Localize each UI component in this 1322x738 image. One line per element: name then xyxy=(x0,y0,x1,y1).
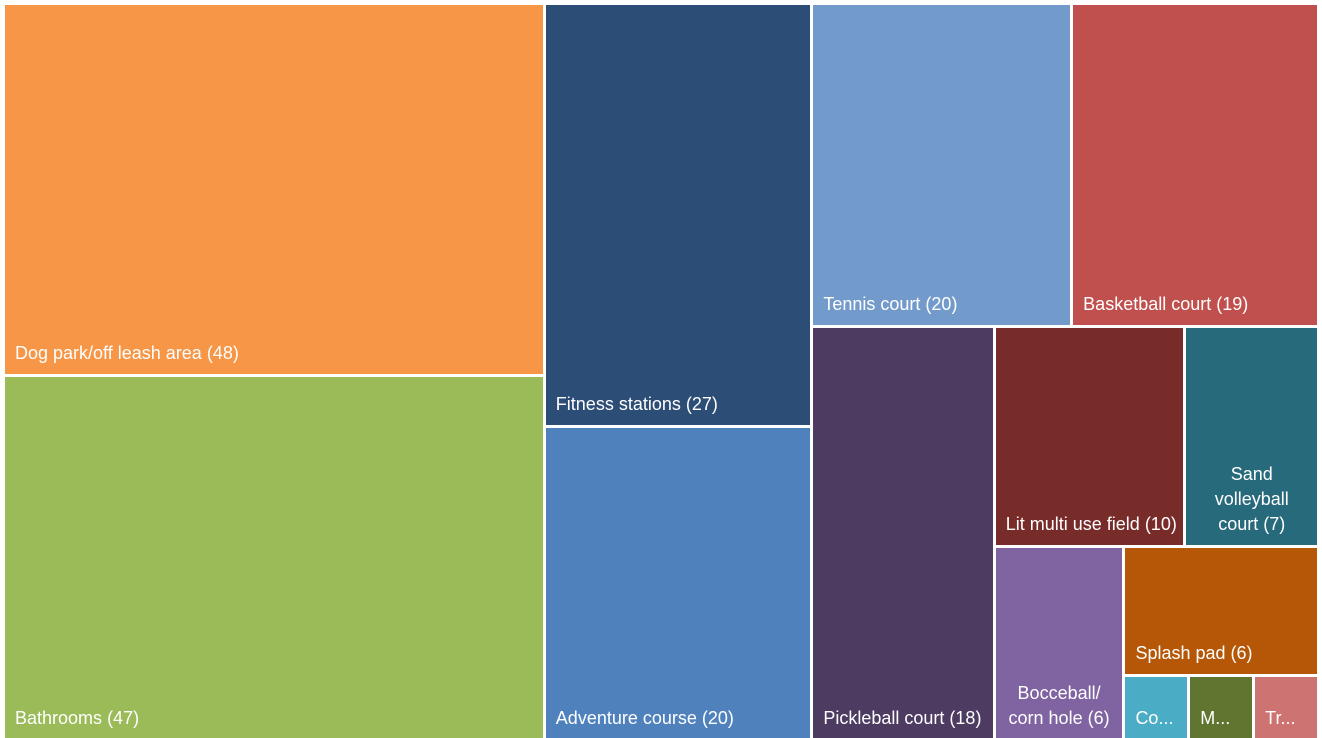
category-name: Lit multi use field xyxy=(1005,513,1140,534)
tile: Adventure course (20) xyxy=(545,428,811,738)
tile-label: Pickleball court (18) xyxy=(823,706,984,731)
value-label: (18) xyxy=(949,707,982,728)
value-label: (20) xyxy=(701,707,734,728)
tile-label: Basketball court (19) xyxy=(1083,292,1309,317)
tile: Splash pad (6) xyxy=(1125,547,1317,675)
category-name: Bathrooms xyxy=(15,707,103,728)
tile-label: Tennis court (20) xyxy=(823,292,1062,317)
tile-label: Sand volleyball court (7) xyxy=(1192,462,1311,537)
category-name: Sand volleyball court xyxy=(1214,463,1289,534)
tile-label: M... xyxy=(1200,706,1244,731)
value-label: (19) xyxy=(1216,293,1249,314)
tile-label: Bocceball/ corn hole (6) xyxy=(1002,681,1117,731)
tile-label: Bathrooms (47) xyxy=(15,706,535,731)
category-name: Tennis court xyxy=(823,293,921,314)
tile: Tr... xyxy=(1255,677,1317,738)
tile: Pickleball court (18) xyxy=(813,327,993,738)
tile: Basketball court (19) xyxy=(1073,5,1317,325)
tile: Bocceball/ corn hole (6) xyxy=(995,547,1123,738)
tile-label: Splash pad (6) xyxy=(1135,641,1309,666)
value-label: (7) xyxy=(1263,513,1286,534)
category-name: Tr... xyxy=(1265,707,1296,728)
category-name: Adventure course xyxy=(555,707,697,728)
category-name: Pickleball court xyxy=(823,707,945,728)
value-label: (6) xyxy=(1087,707,1110,728)
tile-label: Lit multi use field (10) xyxy=(1005,512,1177,537)
category-name: Basketball court xyxy=(1083,293,1212,314)
value-label: (10) xyxy=(1144,513,1177,534)
value-label: (6) xyxy=(1230,643,1253,664)
tile: Bathrooms (47) xyxy=(5,377,543,738)
tile: Lit multi use field (10) xyxy=(995,327,1184,545)
value-label: (47) xyxy=(107,707,140,728)
tile: Sand volleyball court (7) xyxy=(1186,327,1317,545)
tile-label: Dog park/off leash area (48) xyxy=(15,341,535,366)
tile-label: Tr... xyxy=(1265,706,1309,731)
category-name: Co... xyxy=(1135,707,1174,728)
category-name: Splash pad xyxy=(1135,643,1226,664)
category-name: Fitness stations xyxy=(555,394,681,415)
value-label: (27) xyxy=(685,394,718,415)
tile: Dog park/off leash area (48) xyxy=(5,5,543,375)
tile: Tennis court (20) xyxy=(813,5,1071,325)
category-name: Dog park/off leash area xyxy=(15,343,202,364)
category-name: M... xyxy=(1200,707,1231,728)
category-name: Bocceball/ corn hole xyxy=(1008,682,1101,728)
tile: Co... xyxy=(1125,677,1188,738)
tile-label: Co... xyxy=(1135,706,1179,731)
value-label: (48) xyxy=(206,343,239,364)
tile: M... xyxy=(1190,677,1253,738)
value-label: (20) xyxy=(925,293,958,314)
tile: Fitness stations (27) xyxy=(545,5,811,426)
tile-label: Adventure course (20) xyxy=(556,706,803,731)
tile-label: Fitness stations (27) xyxy=(556,392,803,417)
